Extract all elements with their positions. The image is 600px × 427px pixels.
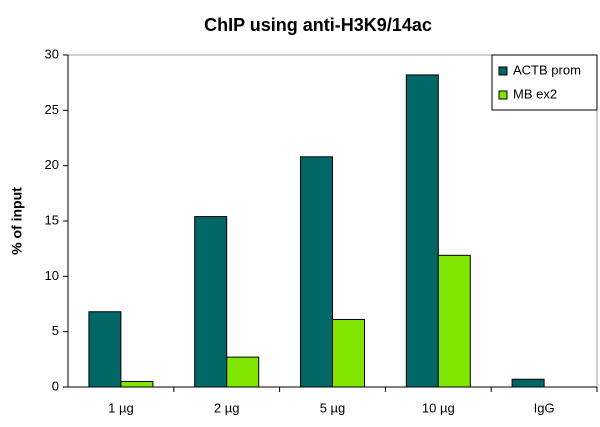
y-tick-label: 20 <box>45 157 59 172</box>
bar <box>226 356 260 388</box>
y-tick-label: 0 <box>52 378 59 393</box>
legend <box>491 54 598 111</box>
bar <box>120 380 154 388</box>
x-tick-label: 10 µg <box>422 400 455 415</box>
legend-swatch <box>498 90 508 100</box>
y-tick-label: 10 <box>45 268 59 283</box>
chart-title: ChIP using anti-H3K9/14ac <box>204 15 432 35</box>
bar <box>332 318 365 388</box>
y-tick-label: 15 <box>45 212 59 227</box>
bar <box>194 216 228 388</box>
x-tick-label: 2 µg <box>214 400 240 415</box>
y-tick-label: 25 <box>45 102 59 117</box>
y-tick-label: 5 <box>52 323 59 338</box>
bar <box>88 311 122 388</box>
y-axis-label: % of input <box>9 187 25 255</box>
x-tick-label: IgG <box>534 400 555 415</box>
bar <box>511 378 545 388</box>
bar <box>300 156 333 388</box>
bar <box>405 74 439 388</box>
x-tick-label: 1 µg <box>108 400 134 415</box>
x-tick-label: 5 µg <box>320 400 346 415</box>
legend-label: MB ex2 <box>513 86 557 101</box>
y-tick-label: 30 <box>45 46 59 61</box>
legend-label: ACTB prom <box>513 62 581 77</box>
legend-swatch <box>498 66 508 76</box>
bar <box>437 254 471 388</box>
